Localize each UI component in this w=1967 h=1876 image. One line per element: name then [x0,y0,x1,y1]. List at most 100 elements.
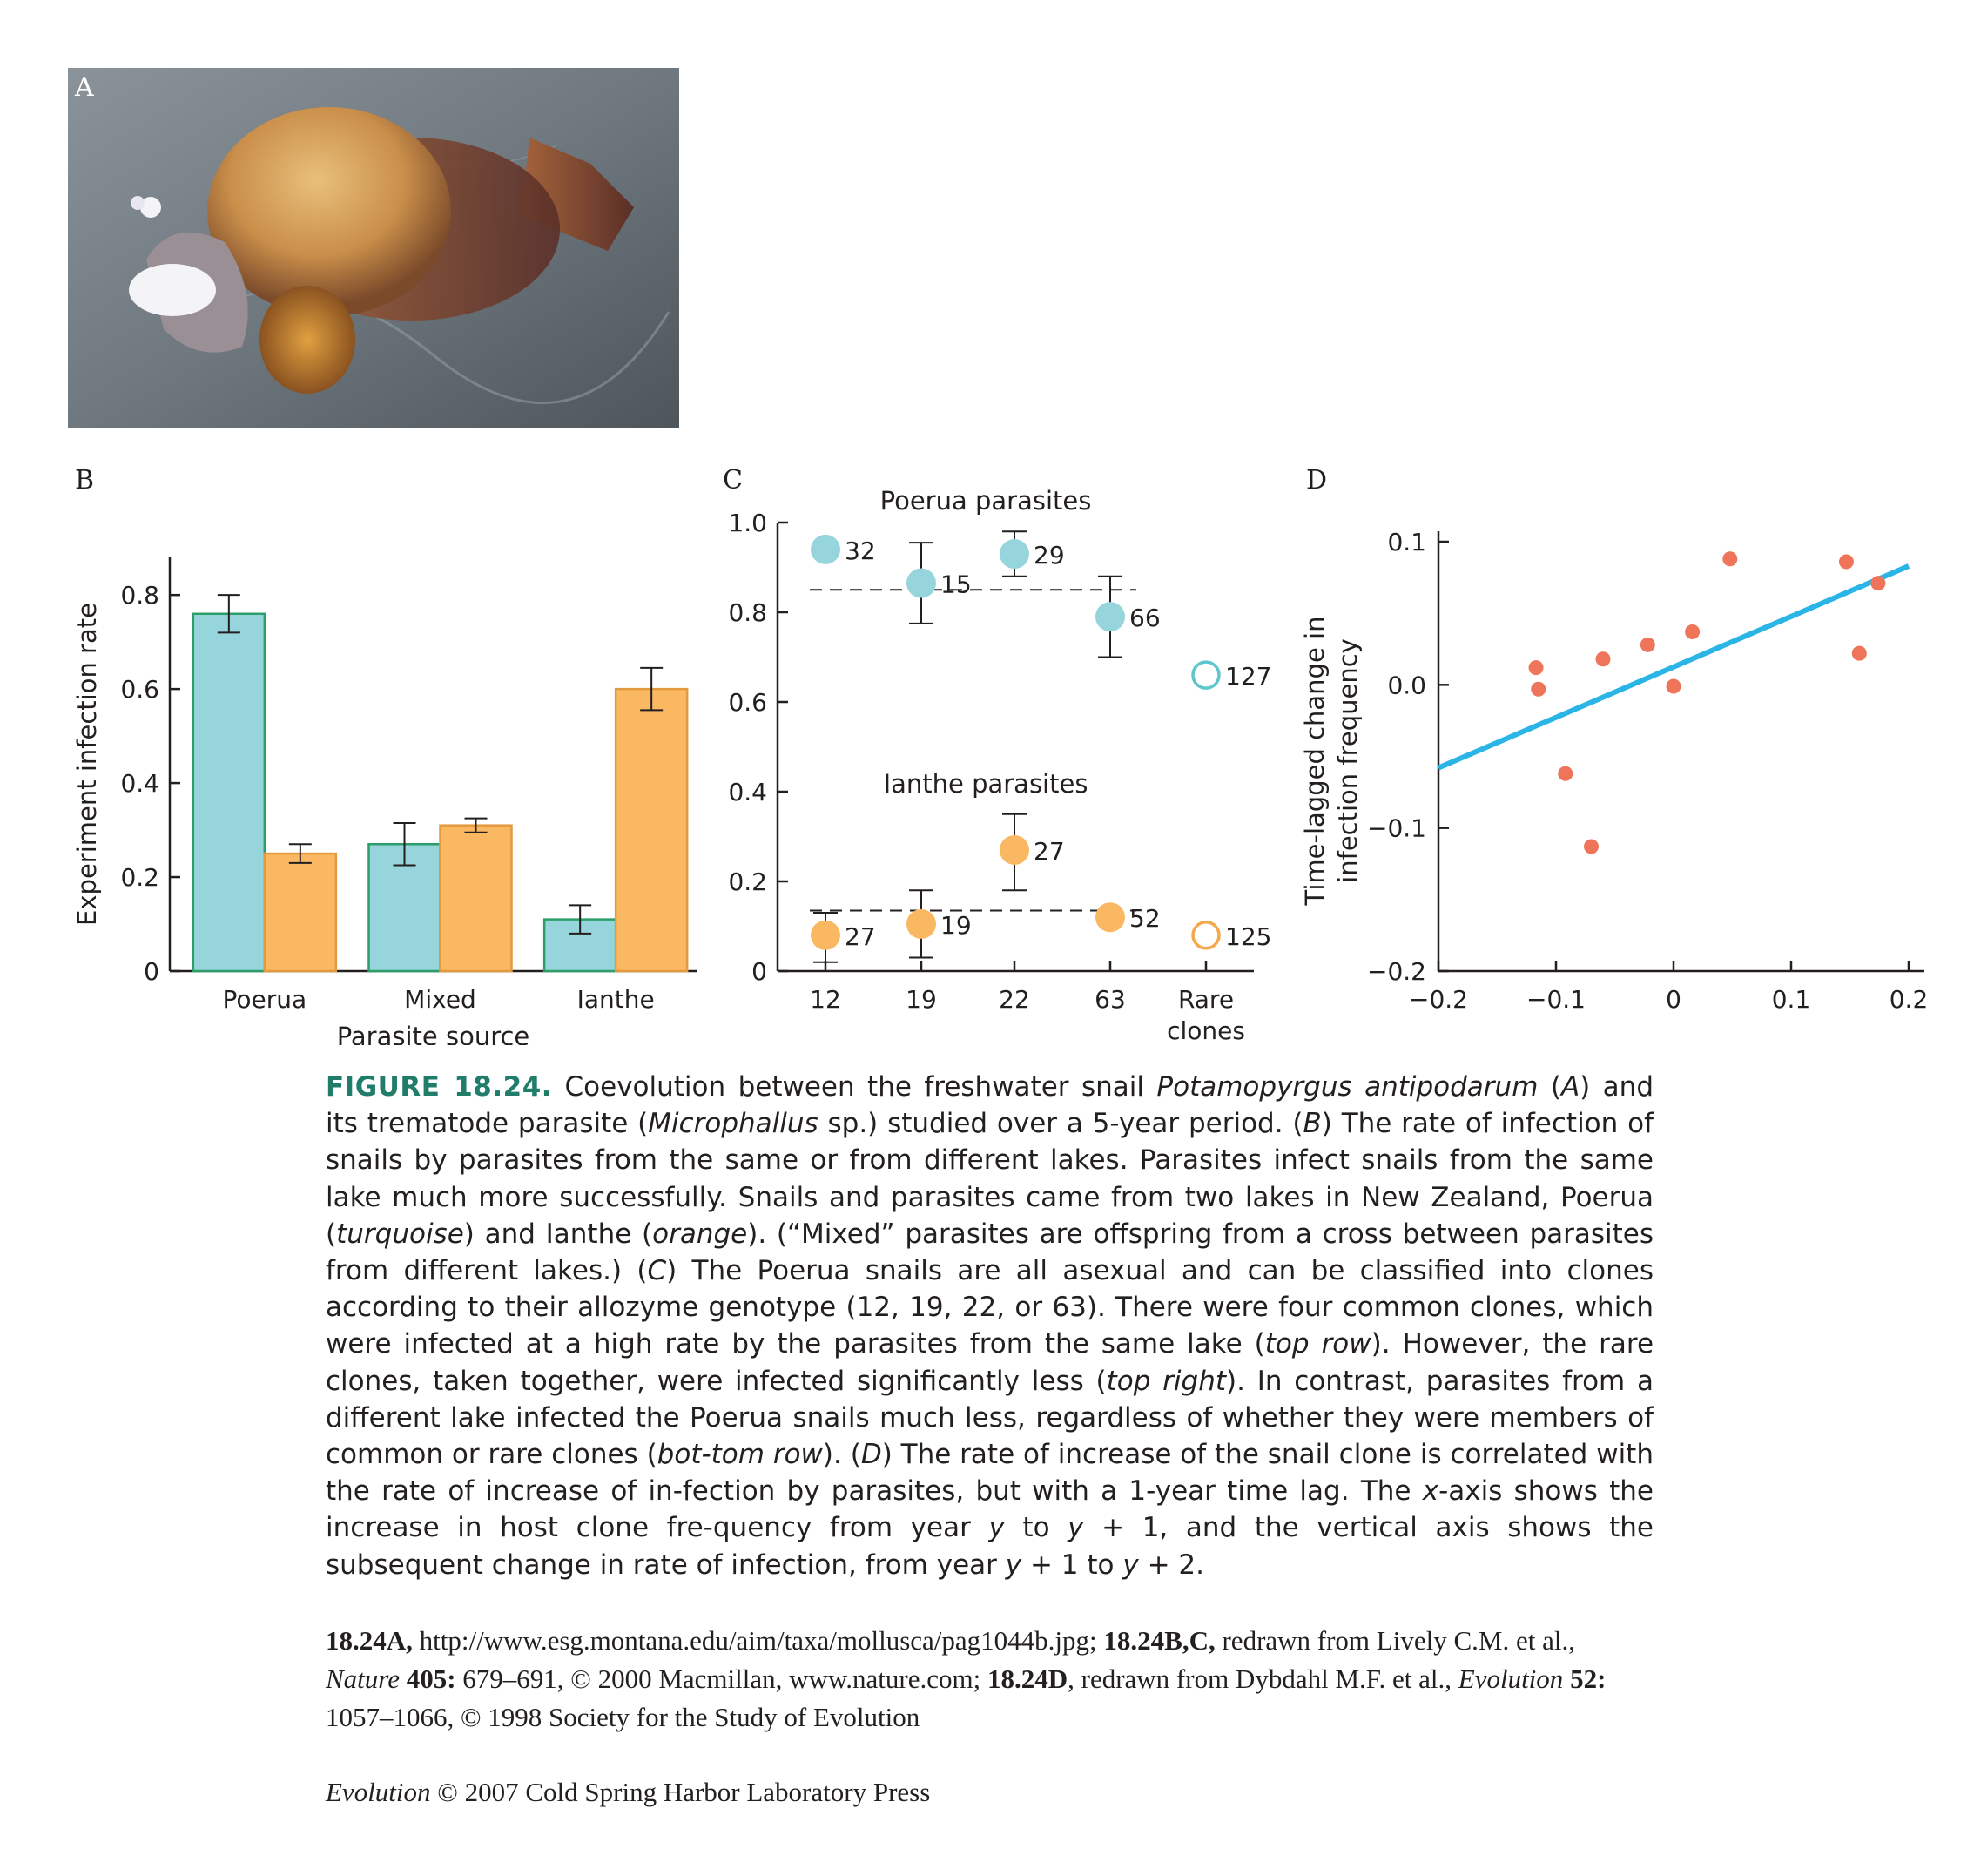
caption-body: Coevolution between the freshwater snail… [326,1071,1654,1581]
y-axis-title: Time-lagged change in [1300,617,1330,907]
panel-label-d: D [1306,465,1327,496]
x-tick-label: 12 [810,985,841,1014]
y-tick-label: 0.0 [1387,671,1426,699]
y-tick-label: 0.8 [728,598,767,627]
caption-text: ) and its trematode parasite ( [326,1071,1654,1140]
caption-label: FIGURE 18.24. [326,1071,553,1103]
data-point [1584,839,1599,854]
x-tick-label: −0.2 [1409,985,1468,1014]
data-point-n-label: 15 [940,570,972,599]
copyright-line: Evolution © 2007 Cold Spring Harbor Labo… [326,1777,1654,1808]
data-point-n-label: 32 [845,536,876,565]
data-point [1095,602,1125,632]
caption-italic-text: B [1303,1108,1322,1140]
caption-italic-text: bot-tom row [657,1439,823,1471]
y-axis-title: infection frequency [1333,638,1363,883]
panel-label-c: C [723,465,743,496]
chart-d-scatter: 0.1 0.0 −0.1 −0.2−0.2 −0.1 0 0.1 0.2 Time-lagged… [1300,528,1928,1014]
credit-bc-rest: 679–691, © 2000 Macmillan, www.nature.co… [455,1663,987,1694]
caption-text: ) and Ianthe ( [463,1218,653,1250]
credit-d-ref: 18.24D [987,1663,1068,1694]
data-point [1531,681,1546,697]
data-point [1595,651,1611,667]
caption-text: + 1 to [1021,1549,1123,1581]
bar [614,687,689,973]
panel-label-a: A [74,72,94,103]
data-point [1095,902,1125,933]
x-tick-label: Rare [1178,985,1234,1014]
y-tick-label: 0.2 [728,867,767,896]
bar [192,612,266,973]
data-point [1685,624,1701,640]
caption-italic-text: C [647,1255,667,1287]
y-tick-label: 0.4 [728,778,767,806]
credit-a-text: http://www.esg.montana.edu/aim/taxa/moll… [412,1625,1104,1656]
y-tick-label: 0.8 [120,581,159,610]
caption-italic-text: y [1122,1549,1139,1581]
caption-text: ). ( [822,1439,861,1471]
caption-italic-text: top row [1264,1328,1371,1360]
x-axis-title: Parasite source [337,1022,530,1045]
data-point-n-label: 29 [1034,541,1065,570]
data-point-open [1191,921,1221,950]
caption-text: -axis shows the increase in host clone f… [326,1475,1654,1544]
caption-text: ) The Poerua snails are all asexual and … [326,1255,1654,1360]
x-tick-label: Ianthe [577,985,655,1014]
x-tick-label: −0.1 [1526,985,1586,1014]
caption-italic-text: D [860,1439,882,1471]
data-point [811,920,840,950]
data-point [1000,834,1029,865]
credit-bc-ref: 18.24B,C, [1103,1625,1216,1656]
caption-text: Coevolution between the freshwater snail [552,1071,1157,1103]
y-tick-label: 0.1 [1387,528,1426,557]
caption-italic-text: A [1560,1071,1580,1103]
caption-text: sp.) studied over a 5-year period. ( [818,1108,1303,1140]
data-point [1640,637,1655,652]
data-point-n-label: 27 [1034,837,1065,866]
bar [439,824,513,973]
x-tick-label: 19 [906,985,937,1014]
y-tick-label: 0 [751,957,767,986]
x-tick-label: 0 [1666,985,1681,1014]
caption-italic-text: y [1068,1512,1084,1544]
caption-italic-text: x [1422,1475,1439,1508]
credit-a-ref: 18.24A, [326,1625,413,1656]
group-label: Poerua parasites [880,486,1092,516]
caption-text: ). However, the rare clones, taken toget… [326,1328,1654,1397]
data-point [906,568,936,598]
credit-bc-text: redrawn from Lively C.M. et al., [1215,1625,1575,1656]
credit-d-journal: Evolution [1458,1663,1564,1694]
y-axis-title: Experiment infection rate [72,603,102,926]
copyright-journal: Evolution [326,1777,431,1807]
credit-d-text: , redrawn from Dybdahl M.F. et al., [1068,1663,1458,1694]
credit-d-rest: 1057–1066, © 1998 Society for the Study … [326,1702,920,1732]
data-point [1870,576,1886,591]
data-point-n-label: 52 [1129,904,1161,933]
y-tick-label: −0.1 [1367,814,1426,843]
caption-italic-text: turquoise [336,1218,464,1250]
caption-text: ). (“Mixed” parasites are offspring from… [326,1218,1654,1287]
regression-line [1437,563,1910,771]
snail-photo [68,68,679,428]
data-point-n-label: 27 [845,922,876,951]
y-tick-label: 0.6 [728,688,767,717]
y-tick-label: 0.4 [120,769,159,798]
data-point-n-label: 127 [1225,662,1271,691]
x-tick-label: 0.1 [1772,985,1811,1014]
data-point-n-label: 125 [1225,922,1271,951]
x-tick-label: 0.2 [1890,985,1929,1014]
data-point-n-label: 66 [1129,604,1161,632]
caption-italic-text: top right [1106,1365,1227,1397]
chart-b-bar: 0 0.2 0.4 0.6 0.8 Poerua Mixed Ianthe Parasite s… [72,557,697,1045]
caption-italic-text: y [988,1512,1005,1544]
data-point [1838,554,1854,570]
x-tick-label: 22 [999,985,1030,1014]
bar [263,852,338,973]
caption-text: ) The rate of infection of snails by par… [326,1108,1654,1250]
caption-text: ( [1538,1071,1561,1103]
caption-italic-text: Potamopyrgus antipodarum [1156,1071,1539,1103]
data-point [906,908,936,939]
figure-caption: FIGURE 18.24. Coevolution between the fr… [326,1069,1654,1583]
group-label: Ianthe parasites [884,769,1088,799]
